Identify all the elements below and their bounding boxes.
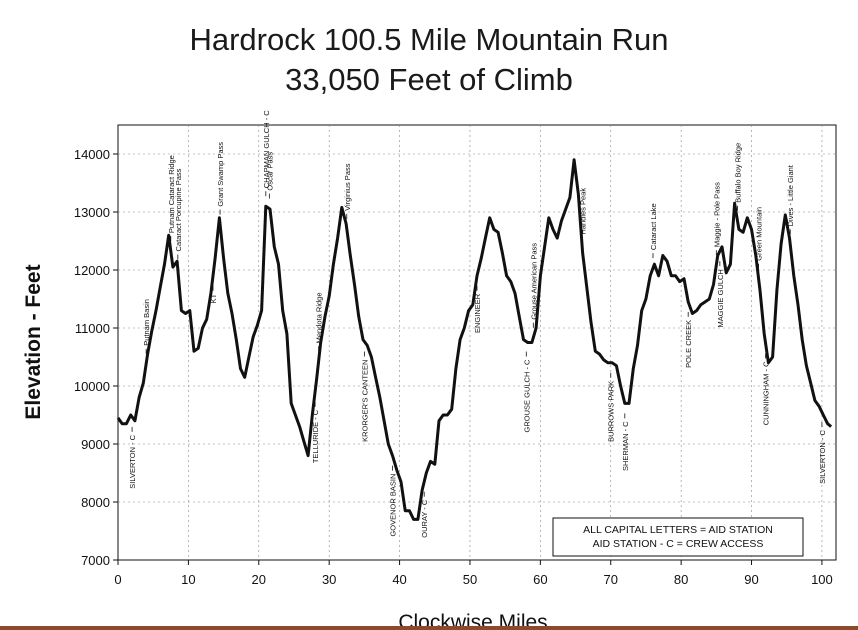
annotation-label: Cataract Lake: [649, 203, 658, 250]
annotation-label: SHERMAN - C: [621, 421, 630, 471]
annotation: Handies Peak: [579, 188, 588, 243]
annotation: GOVENOR BASIN: [389, 465, 398, 537]
annotation-label: Putnam Basin: [142, 299, 151, 346]
annotation-label: TELLURIDE - C: [311, 409, 320, 463]
annotation-label: SILVERTON - C: [818, 430, 827, 484]
annotation: Putnam Basin: [142, 299, 151, 354]
annotation: Cataract Porcupine Pass: [174, 168, 183, 260]
annotation-label: Putnam Cataract Ridge: [167, 155, 176, 233]
annotation: Putnam Cataract Ridge: [167, 155, 176, 242]
y-tick-label: 11000: [75, 321, 110, 336]
annotation: GROUSE GULCH - C: [522, 351, 531, 433]
annotation: Oscar Pass: [265, 152, 274, 199]
annotation-label: CHAPMAN GULCH - C: [262, 110, 271, 189]
annotation-label: Cataract Porcupine Pass: [174, 168, 183, 251]
annotation-label: Maggie - Pole Pass: [712, 182, 721, 247]
plot-frame: [117, 124, 837, 561]
x-tick-label: 20: [252, 572, 266, 587]
annotation: Grouse American Pass: [529, 243, 538, 328]
annotation: Green Mountain: [755, 207, 764, 269]
elevation-profile-line: [116, 158, 833, 521]
annotation-label: POLE CREEK: [684, 320, 693, 368]
annotation-label: Dives - Little Giant: [786, 164, 795, 226]
y-axis-ticks: 7000 8000 9000 10000 11000 12000 13000 14000: [74, 147, 118, 568]
y-tick-label: 12000: [74, 263, 110, 278]
y-tick-label: 7000: [81, 553, 110, 568]
annotation: TELLURIDE - C: [311, 401, 320, 463]
x-tick-label: 10: [181, 572, 195, 587]
annotation-label: MAGGIE GULCH: [716, 269, 725, 327]
y-tick-label: 14000: [74, 147, 110, 162]
x-axis-ticks: 0 10 20 30 40 50 60 70 80 90 100: [114, 560, 833, 587]
annotation-label: KRORGER'S CANTEEN: [360, 360, 369, 442]
legend-line-1: ALL CAPITAL LETTERS = AID STATION: [583, 524, 773, 536]
annotation: Mendota Ridge: [315, 292, 324, 352]
y-axis-label: Elevation - Feet: [22, 264, 45, 419]
x-tick-label: 60: [533, 572, 547, 587]
annotation: SILVERTON - C: [128, 426, 137, 489]
y-tick-label: 10000: [74, 379, 110, 394]
chart-subtitle: 33,050 Feet of Climb: [285, 62, 573, 97]
annotation: Buffalo Boy Ridge: [733, 143, 742, 211]
x-tick-label: 90: [744, 572, 758, 587]
x-tick-label: 100: [811, 572, 833, 587]
annotation: Grant Swamp Pass: [216, 142, 225, 215]
annotation: Dives - Little Giant: [786, 164, 795, 235]
annotation: BURROWS PARK: [607, 372, 616, 442]
annotation-label: Buffalo Boy Ridge: [733, 143, 742, 203]
annotation-label: Handies Peak: [579, 188, 588, 235]
y-tick-label: 13000: [74, 205, 110, 220]
annotation: Maggie - Pole Pass: [712, 182, 721, 256]
annotation: CHAPMAN GULCH - C: [262, 110, 271, 197]
x-tick-label: 70: [604, 572, 618, 587]
y-tick-label: 9000: [81, 437, 110, 452]
annotation: KT: [209, 285, 218, 303]
annotation-label: Oscar Pass: [265, 152, 274, 191]
annotation: CUNNINGHAM - C: [762, 353, 771, 425]
x-tick-label: 40: [392, 572, 406, 587]
annotation-label: Virginius Pass: [343, 163, 352, 211]
annotation: KRORGER'S CANTEEN: [360, 351, 369, 442]
annotation-label: GOVENOR BASIN: [389, 474, 398, 537]
y-tick-label: 8000: [81, 495, 110, 510]
x-axis-label: Clockwise Miles: [398, 611, 547, 630]
annotation-label: Grouse American Pass: [529, 243, 538, 320]
annotation: OURAY - C: [420, 491, 429, 538]
annotation: MAGGIE GULCH: [716, 261, 725, 327]
aid-station-annotations: SILVERTON - C Putnam Basin Putnam Cataract…: [128, 110, 827, 538]
x-tick-label: 80: [674, 572, 688, 587]
annotation: Virginius Pass: [343, 163, 352, 219]
annotation: POLE CREEK: [684, 311, 693, 368]
annotation-label: SILVERTON - C: [128, 434, 137, 488]
annotation: ENGINEER: [473, 285, 482, 333]
annotation-label: ENGINEER: [473, 293, 482, 333]
annotation: SILVERTON - C: [818, 422, 827, 484]
chart-title: Hardrock 100.5 Mile Mountain Run: [189, 22, 669, 57]
annotation: SHERMAN - C: [621, 413, 630, 471]
annotation-label: Mendota Ridge: [315, 292, 324, 343]
legend-line-2: AID STATION - C = CREW ACCESS: [593, 538, 764, 550]
page-bottom-rule: [0, 626, 858, 630]
annotation-label: KT: [209, 293, 218, 303]
annotation-label: Grant Swamp Pass: [216, 142, 225, 207]
annotation-label: OURAY - C: [420, 499, 429, 538]
annotation-label: Green Mountain: [755, 207, 764, 261]
annotation-label: BURROWS PARK: [607, 381, 616, 442]
legend-frame: [552, 517, 804, 557]
annotation-label: CUNNINGHAM - C: [762, 361, 771, 425]
annotation: Cataract Lake: [649, 203, 658, 259]
x-tick-label: 30: [322, 572, 336, 587]
annotation-label: GROUSE GULCH - C: [522, 359, 531, 433]
x-tick-label: 50: [463, 572, 477, 587]
x-tick-label: 0: [114, 572, 121, 587]
legend-box: ALL CAPITAL LETTERS = AID STATION AID ST…: [552, 517, 804, 557]
